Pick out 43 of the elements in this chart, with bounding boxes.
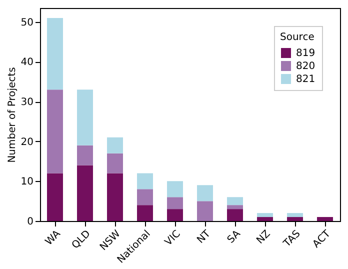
y-axis-title: Number of Projects [6,67,18,163]
y-tick-label: 40 [20,57,34,68]
bar [317,217,333,221]
legend-label: 820 [296,61,316,72]
bar [257,217,273,221]
x-tick-label: TAS [281,228,303,250]
bar [137,189,153,206]
x-tick-label: NT [195,228,214,246]
bar [287,217,303,221]
bar [167,209,183,221]
x-tick-label: QLD [70,228,93,252]
bar [227,205,243,210]
bar [47,173,63,221]
bar [47,18,63,90]
y-tick-label: 10 [20,176,34,188]
bar [137,173,153,190]
bar [77,165,93,221]
x-tick-label: VIC [163,228,183,248]
bar [77,90,93,146]
legend-label: 819 [296,48,316,59]
y-tick-label: 20 [20,136,34,148]
bar [107,137,123,154]
y-tick-label: 0 [27,216,34,228]
bar [197,185,213,202]
bar [197,201,213,221]
bar [47,90,63,174]
legend-label: 821 [296,74,316,85]
bar [167,197,183,210]
x-tick-label: SA [226,228,243,246]
bar [77,145,93,166]
y-tick-label: 50 [20,17,34,28]
x-tick-label: NZ [254,228,273,246]
bar [107,153,123,174]
bar [137,205,153,221]
bar [107,173,123,221]
y-tick-label: 30 [20,97,34,108]
bar [227,197,243,206]
bar [257,213,273,218]
bar [227,209,243,221]
bar [287,213,303,218]
x-tick-label: WA [44,228,63,248]
bar [167,181,183,198]
legend-title: Source [280,32,314,43]
